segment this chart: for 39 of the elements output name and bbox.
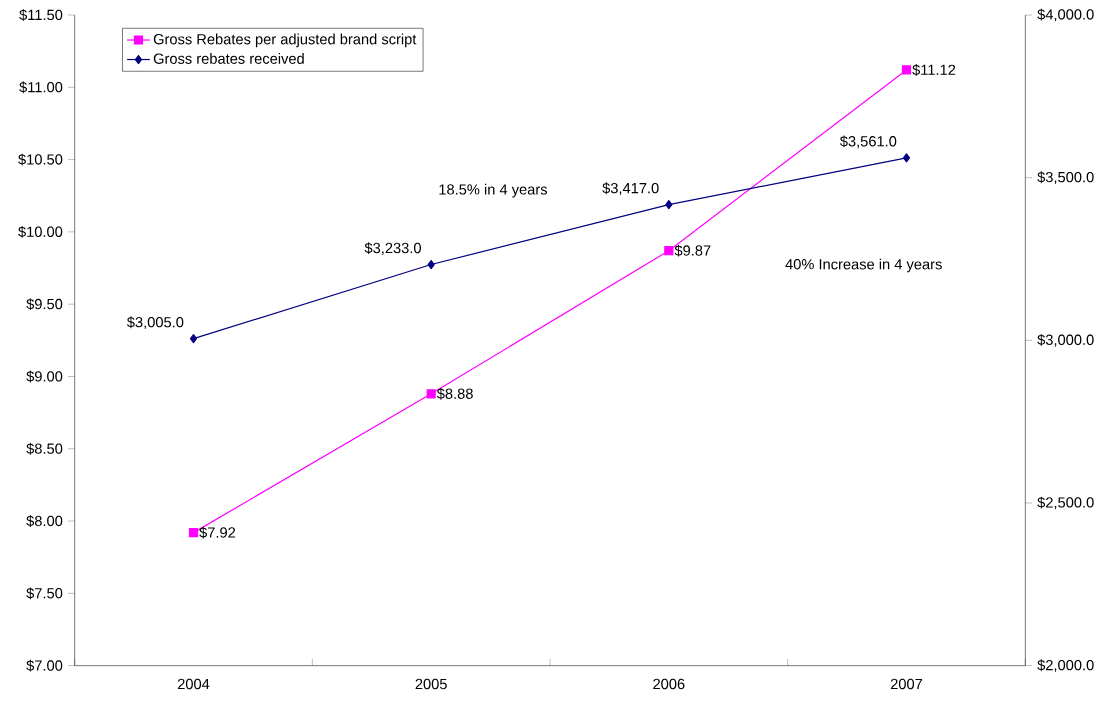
x-tick-label: 2005 xyxy=(415,678,447,690)
y-tick-label: $7.50 xyxy=(26,587,63,600)
annotation: 18.5% in 4 years xyxy=(439,183,548,198)
x-tick-label: 2006 xyxy=(653,678,685,690)
legend-label: Gross rebates received xyxy=(153,53,304,64)
data-label: $3,233.0 xyxy=(364,242,421,255)
y2-tick-label: $2,500.0 xyxy=(1037,496,1094,510)
y-tick-label: $10.00 xyxy=(18,225,63,238)
data-label: $9.87 xyxy=(674,244,711,257)
point xyxy=(426,389,436,399)
y-tick-label: $8.00 xyxy=(26,515,63,527)
y2-tick-label: $3,000.0 xyxy=(1037,333,1094,347)
legend-label: Gross Rebates per adjusted brand script xyxy=(153,33,417,48)
data-label: $11.12 xyxy=(912,64,956,76)
x-tick-label: 2007 xyxy=(890,678,923,690)
point xyxy=(427,259,435,270)
y2-tick-label: $3,500.0 xyxy=(1037,171,1094,185)
point xyxy=(189,334,198,344)
data-label: $3,417.0 xyxy=(602,182,659,196)
y-tick-label: $7.00 xyxy=(26,659,63,672)
y-tick-label: $11.00 xyxy=(19,81,63,94)
point xyxy=(664,246,674,256)
y2-tick-label: $2,000.0 xyxy=(1037,659,1094,673)
y-tick-label: $10.50 xyxy=(18,153,63,166)
data-label: $3,561.0 xyxy=(839,135,897,149)
y-tick-label: $9.50 xyxy=(26,298,63,311)
data-label: $8.88 xyxy=(436,387,473,400)
y2-tick-label: $4,000.0 xyxy=(1037,8,1094,22)
data-label: $3,005.0 xyxy=(126,316,184,330)
point xyxy=(901,65,912,75)
point xyxy=(902,153,911,163)
y-tick-label: $8.50 xyxy=(26,442,63,455)
annotation: 40% Increase in 4 years xyxy=(785,258,942,273)
y-tick-label: $9.00 xyxy=(26,370,63,383)
data-label: $7.92 xyxy=(199,526,236,539)
x-tick-label: 2004 xyxy=(177,678,210,690)
y-tick-label: $11.50 xyxy=(19,9,63,21)
point xyxy=(665,200,673,210)
point xyxy=(188,528,199,538)
